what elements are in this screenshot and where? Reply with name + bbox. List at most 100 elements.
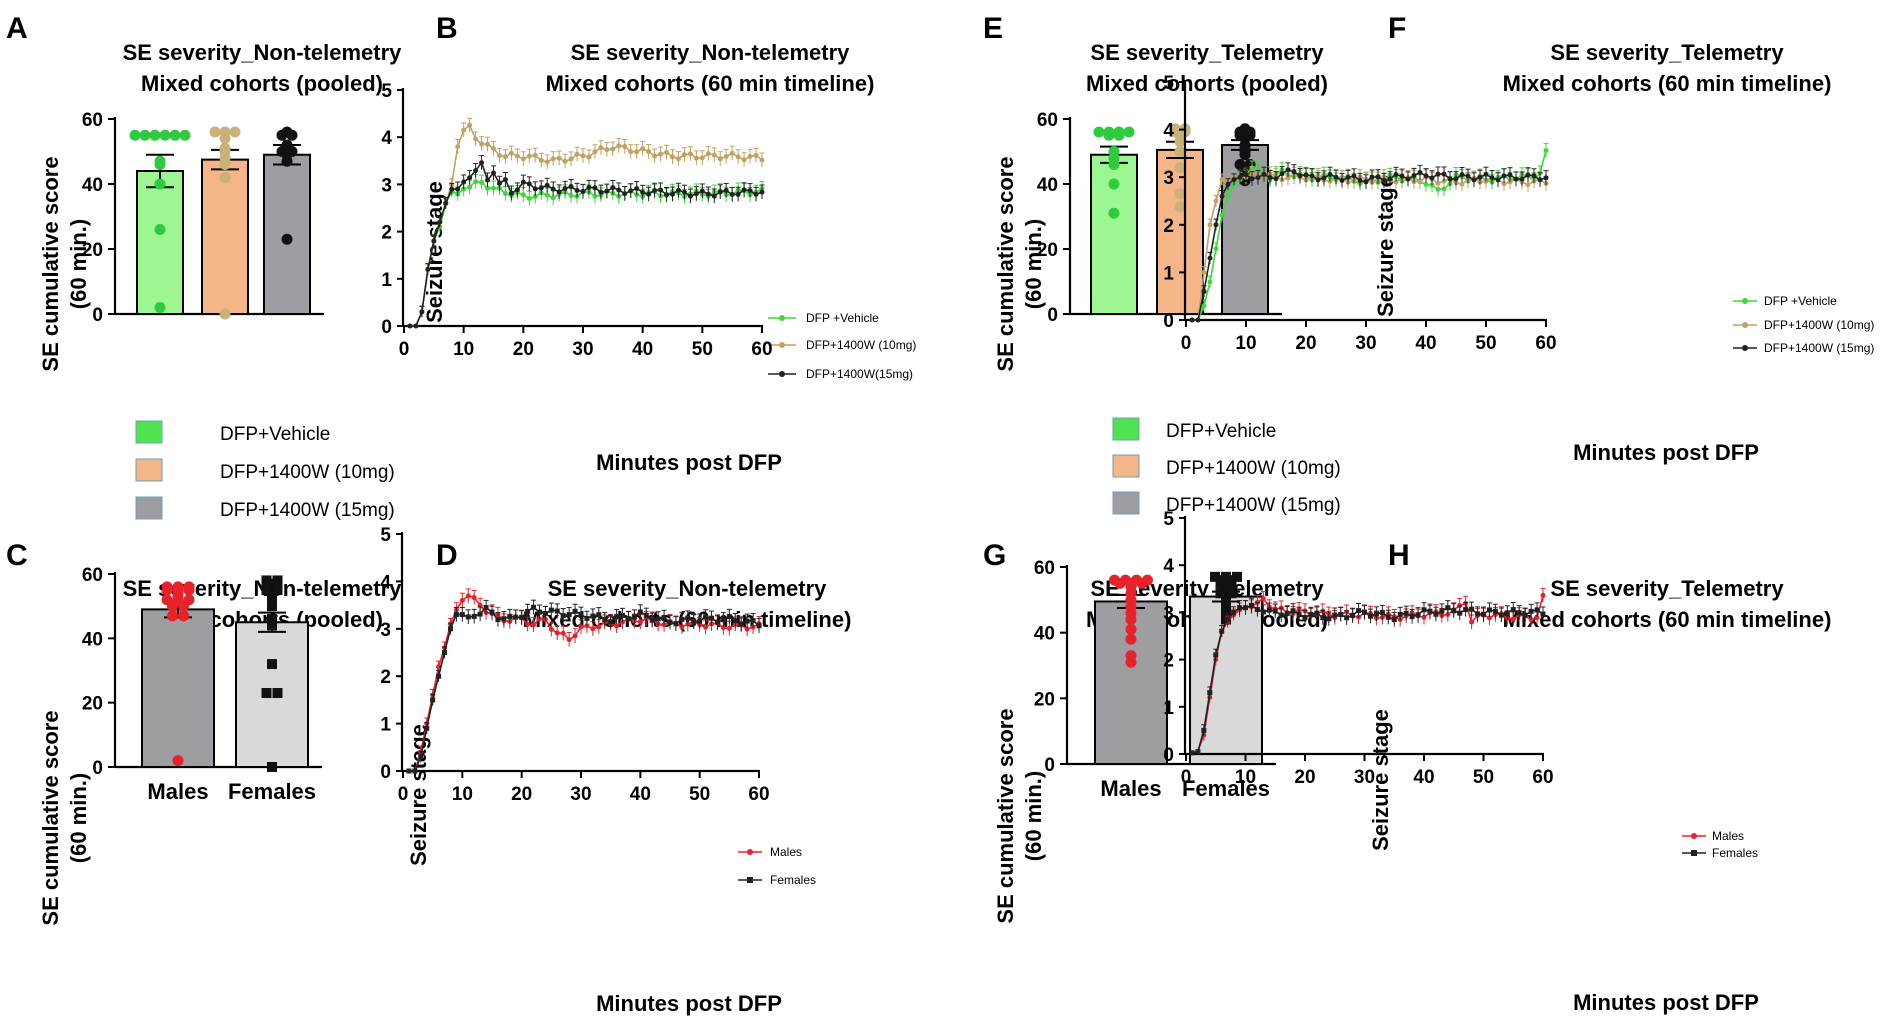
data-point-b [502,191,508,197]
data-point-h [1248,602,1254,608]
data-point-d [691,619,697,625]
ylabel-a-line1: SE cumulative score [38,156,63,371]
data-point-h [1278,612,1284,618]
y-tick-label-c: 60 [82,565,103,586]
data-point-c [267,762,277,772]
xlabel-b: Minutes post DFP [596,450,782,475]
data-point-d [750,618,756,624]
data-point-d [471,613,477,619]
y-tick-label-f: 0 [1163,311,1174,332]
data-point-b [491,170,496,176]
data-point-b [711,193,717,199]
data-point-h [1213,652,1219,658]
y-tick-label-b: 5 [381,81,392,102]
data-point-b [574,151,580,157]
data-point-b [705,151,711,157]
data-point-b [574,187,580,193]
data-point-f [1219,193,1225,199]
data-point-h [1528,608,1534,614]
data-point-d [560,613,566,619]
data-point-b [449,186,455,192]
data-point-h [1540,592,1546,598]
y-tick-label-g: 40 [1034,624,1055,645]
data-point-h [1457,610,1463,616]
data-point-h [1332,612,1338,618]
data-point-b [550,156,556,162]
legend-swatch-vehicle-left [135,420,163,444]
series-b-dfp-1400w-15mg- [407,155,765,329]
data-point-h [1302,615,1308,621]
data-point-b [699,188,705,194]
legend-h: Males Females [1682,829,1758,860]
data-point-a [219,133,231,144]
y-tick-label-b: 4 [381,128,392,149]
data-point-b [646,191,652,197]
data-point-d [542,611,548,617]
data-point-f [1513,176,1519,182]
data-point-d [578,624,584,630]
data-point-f [1447,176,1453,182]
data-point-b [634,185,640,191]
data-point-d [714,619,720,625]
data-point-h [1427,608,1433,614]
data-point-g [1215,588,1226,599]
data-point-e [1103,129,1115,141]
x-tick-label-h: 20 [1294,767,1315,788]
data-point-b [532,186,538,192]
data-point-h [1463,607,1469,613]
data-point-d [560,630,566,636]
data-point-f [1459,181,1465,187]
data-point-f [1309,173,1315,179]
data-point-c [261,575,272,586]
data-point-f [1249,176,1255,182]
data-point-h [1475,611,1481,617]
data-point-b [538,157,544,163]
data-point-b [496,180,502,186]
data-point-f [1201,303,1207,309]
data-point-d [625,616,631,622]
data-point-b [616,143,622,149]
data-point-a [154,224,166,235]
data-point-d [720,617,726,623]
data-point-f [1471,177,1477,183]
data-point-h [1260,609,1266,615]
data-point-d [566,612,572,618]
x-tick-label-f: 0 [1181,333,1192,354]
ylabel-h: Seizure stage [1368,709,1393,851]
data-point-f [1459,172,1465,178]
data-point-f [1417,170,1423,176]
data-point-b [664,149,670,155]
panel-label-f: F [1388,12,1406,45]
data-point-b [640,189,646,195]
data-point-d [406,768,412,774]
x-tick-label-d: 60 [748,784,769,805]
data-point-b [670,154,675,160]
data-point-b [646,149,652,155]
legend-10mg-right: DFP+1400W (10mg) [1166,458,1341,479]
data-point-b [675,187,681,193]
data-point-h [1356,608,1362,614]
data-point-e [1174,162,1186,174]
ylabel-g-line2: (60 min.) [1021,771,1046,861]
x-tick-label-b: 30 [572,339,593,360]
data-point-b [491,185,496,191]
panel-label-g: G [983,539,1006,572]
x-tick-label-h: 60 [1532,767,1553,788]
data-point-h [1344,615,1350,621]
data-point-h [1445,605,1451,611]
data-point-d [554,608,560,614]
bar-chart-c: 0 20 40 60 Males Females [82,565,322,804]
data-point-f [1393,171,1399,177]
data-point-f [1291,169,1297,175]
x-tick-label-f: 10 [1235,333,1256,354]
data-point-b [735,191,741,197]
data-point-b [520,156,526,162]
data-point-h [1231,609,1237,615]
legend-d-females: Females [770,873,816,887]
data-point-d [513,614,519,620]
data-point-d [679,624,685,630]
data-point-h [1362,609,1367,615]
title-e-line1: SE severity_Telemetry [1090,40,1324,65]
data-point-g [1125,633,1137,645]
